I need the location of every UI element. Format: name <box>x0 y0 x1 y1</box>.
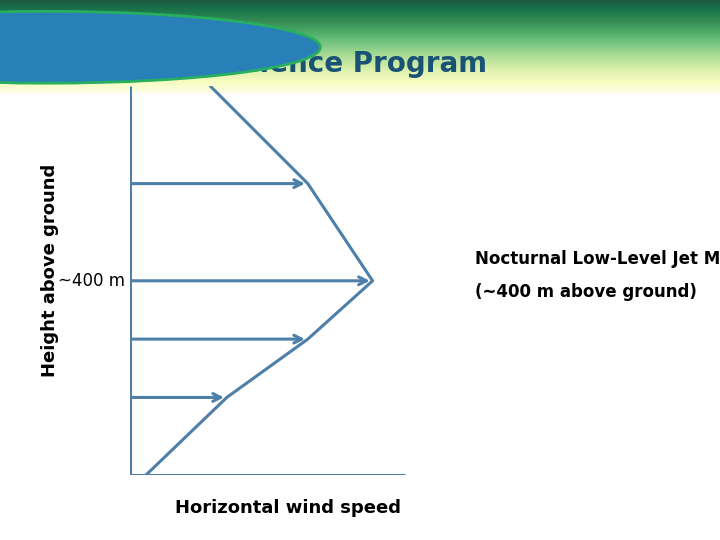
Text: Horizontal wind speed: Horizontal wind speed <box>175 498 401 517</box>
Text: Nocturnal Low-Level Jet Maximum: Nocturnal Low-Level Jet Maximum <box>475 250 720 268</box>
Circle shape <box>0 11 320 83</box>
Text: (~400 m above ground): (~400 m above ground) <box>475 282 697 301</box>
Text: IOWA STATE UNIVERSITY: IOWA STATE UNIVERSITY <box>94 20 248 33</box>
Text: Climate Science Program: Climate Science Program <box>94 50 487 78</box>
Text: ~400 m: ~400 m <box>58 272 125 290</box>
Text: Height above ground: Height above ground <box>42 164 60 376</box>
